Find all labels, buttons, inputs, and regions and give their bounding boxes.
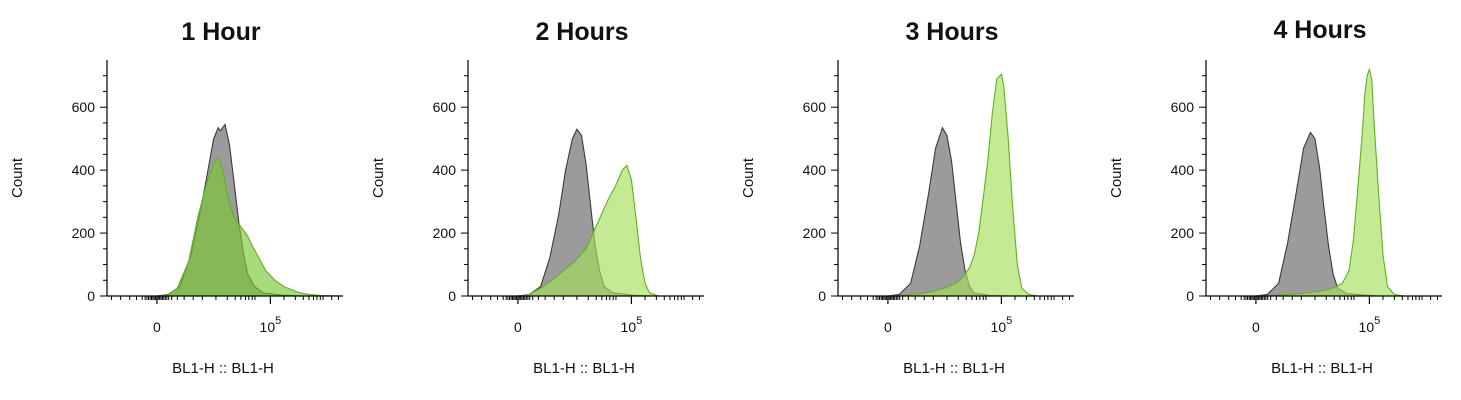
stained-histogram [107,156,344,297]
stained-histogram [468,164,704,297]
x-axis-title: BL1-H :: BL1-H [533,360,635,377]
x-tick-label: 0 [884,319,892,335]
y-tick-label: 600 [1171,99,1195,115]
panel-title: 2 Hours [535,18,628,46]
x-axis-title: BL1-H :: BL1-H [903,360,1005,377]
control-histogram [1206,131,1442,297]
y-tick-label: 600 [72,99,96,115]
y-tick-label: 200 [433,225,457,241]
stained-histogram [838,73,1074,297]
y-tick-label: 200 [72,225,96,241]
y-tick-label: 0 [818,288,826,304]
x-tick-label: 105 [621,315,643,335]
y-tick-label: 400 [72,162,96,178]
x-axis-title: BL1-H :: BL1-H [1271,360,1373,377]
panel-title: 4 Hours [1273,16,1366,44]
x-tick-label: 105 [1359,315,1381,335]
y-tick-label: 400 [433,162,457,178]
y-axis-title: Count [1108,157,1125,198]
x-tick-label: 0 [1252,319,1260,335]
y-tick-label: 600 [433,99,457,115]
y-tick-label: 400 [1171,162,1195,178]
y-tick-label: 0 [448,288,456,304]
y-tick-label: 600 [803,99,827,115]
y-tick-label: 0 [87,288,95,304]
y-tick-label: 0 [1186,288,1194,304]
y-axis-title: Count [370,157,387,198]
y-axis-title: Count [9,157,26,198]
x-axis-title: BL1-H :: BL1-H [172,360,274,377]
y-tick-label: 200 [1171,225,1195,241]
y-axis-title: Count [740,157,757,198]
control-histogram [838,126,1074,297]
y-tick-label: 200 [803,225,827,241]
x-tick-label: 105 [260,315,282,335]
panel-title: 1 Hour [181,18,260,46]
panel-title: 3 Hours [905,18,998,46]
stained-histogram [1206,67,1442,297]
x-tick-label: 105 [991,315,1013,335]
x-tick-label: 0 [153,319,161,335]
y-tick-label: 400 [803,162,827,178]
x-tick-label: 0 [514,319,522,335]
